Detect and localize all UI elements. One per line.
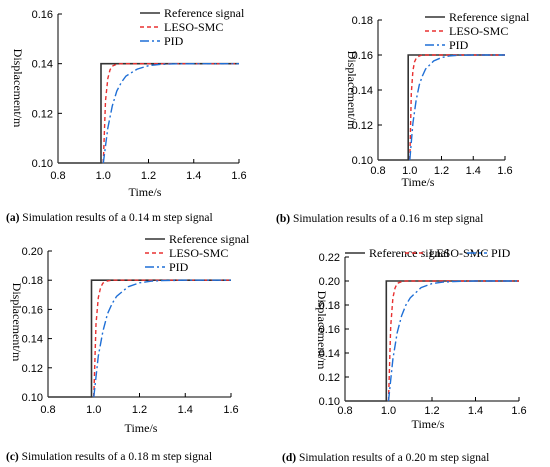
caption-letter: (c) xyxy=(6,451,19,463)
series-line-reference-signal xyxy=(378,54,505,161)
legend-label: LESO-SMC xyxy=(169,246,228,260)
caption-text: Simulation results of a 0.18 m step sign… xyxy=(19,451,212,463)
y-axis-label: Displacement/m xyxy=(11,49,25,128)
series-line-leso-smc xyxy=(93,279,231,398)
y-tick-label: 0.12 xyxy=(22,363,43,375)
x-tick-label: 1.2 xyxy=(424,405,439,417)
legend-label: Reference signal xyxy=(169,232,250,246)
x-axis-label: Time/s xyxy=(125,421,158,435)
series-line-pid xyxy=(93,279,231,398)
y-tick-label: 0.14 xyxy=(352,85,373,97)
chart-panel-a: 0.10 0.12 0.14 0.16 0.8 1.0 1.2 1.4 1.6 Time/s Dis… xyxy=(6,6,247,224)
x-axis-label: Time/s xyxy=(412,417,445,431)
series-line-reference-signal xyxy=(58,62,239,164)
x-tick-label: 1.2 xyxy=(434,165,449,177)
panel-caption: (b) Simulation results of a 0.16 m step … xyxy=(276,213,483,225)
legend-label: PID xyxy=(491,246,511,260)
y-tick-label: 0.10 xyxy=(22,392,43,404)
x-tick-label: 1.4 xyxy=(466,165,481,177)
legend-label: Reference signal xyxy=(164,6,245,20)
series-line-pid xyxy=(102,63,239,164)
x-tick-label: 1.6 xyxy=(511,405,526,417)
y-tick-label: 0.16 xyxy=(22,304,43,316)
legend-label: Reference signal xyxy=(369,246,450,260)
y-tick-label: 0.18 xyxy=(319,300,340,312)
x-tick-label: 1.6 xyxy=(231,170,246,182)
chart-panel-c: 0.10 0.12 0.14 0.16 0.18 0.20 0.8 1.0 1.2 1.4 1.6 T… xyxy=(6,232,250,463)
series-line-reference-signal xyxy=(48,279,231,398)
caption-letter: (b) xyxy=(276,213,290,225)
legend-label: PID xyxy=(449,38,469,52)
x-tick-label: 1.0 xyxy=(96,170,111,182)
legend-label: PID xyxy=(169,260,189,274)
y-tick-label: 0.16 xyxy=(319,324,340,336)
x-axis-label: Time/s xyxy=(129,185,162,199)
y-tick-label: 0.10 xyxy=(319,396,340,408)
x-tick-label: 0.8 xyxy=(50,170,65,182)
panel-caption: (a) Simulation results of a 0.14 m step … xyxy=(6,212,213,224)
caption-letter: (a) xyxy=(6,212,20,224)
y-tick-label: 0.14 xyxy=(32,59,53,71)
x-tick-label: 1.0 xyxy=(86,404,101,416)
y-tick-label: 0.20 xyxy=(22,246,43,258)
y-tick-label: 0.16 xyxy=(32,9,53,21)
legend-label: LESO-SMC xyxy=(164,20,223,34)
y-tick-label: 0.18 xyxy=(22,275,43,287)
x-tick-label: 1.2 xyxy=(141,170,156,182)
x-tick-label: 1.4 xyxy=(468,405,483,417)
x-tick-label: 1.0 xyxy=(381,405,396,417)
chart-panel-d: 0.10 0.12 0.14 0.16 0.18 0.20 0.22 0.8 1.0 1.2 1.4… xyxy=(282,246,527,464)
x-tick-label: 0.8 xyxy=(370,165,385,177)
y-tick-label: 0.10 xyxy=(32,158,53,170)
x-tick-label: 0.8 xyxy=(40,404,55,416)
x-tick-label: 1.0 xyxy=(402,165,417,177)
panel-caption: (d) Simulation results of a 0.20 m step … xyxy=(282,452,489,464)
x-tick-label: 0.8 xyxy=(337,405,352,417)
y-tick-label: 0.12 xyxy=(352,120,373,132)
y-tick-label: 0.20 xyxy=(319,276,340,288)
y-tick-label: 0.22 xyxy=(319,252,340,264)
y-tick-label: 0.16 xyxy=(352,50,373,62)
legend-label: Reference signal xyxy=(449,10,530,24)
y-tick-label: 0.12 xyxy=(32,108,53,120)
y-axis-label: Displacement/m xyxy=(345,51,359,130)
series-line-pid xyxy=(409,54,505,161)
legend-label: LESO-SMC xyxy=(449,24,508,38)
y-axis-label: Displacement/m xyxy=(10,283,24,362)
x-axis-label: Time/s xyxy=(402,175,435,189)
x-tick-label: 1.4 xyxy=(178,404,193,416)
y-tick-label: 0.10 xyxy=(352,155,373,167)
x-tick-label: 1.6 xyxy=(223,404,238,416)
caption-letter: (d) xyxy=(282,452,296,464)
caption-text: Simulation results of a 0.16 m step sign… xyxy=(290,213,483,225)
caption-text: Simulation results of a 0.14 m step sign… xyxy=(19,212,212,224)
y-tick-label: 0.18 xyxy=(352,15,373,27)
chart-panel-b: 0.10 0.12 0.14 0.16 0.18 0.8 1.0 1.2 1.4 1.6 Time/… xyxy=(276,10,530,225)
legend-label: LESO-SMC xyxy=(429,246,488,260)
y-axis-label: Displacement/m xyxy=(315,291,329,370)
series-line-pid xyxy=(387,280,519,402)
x-tick-label: 1.6 xyxy=(497,165,512,177)
y-tick-label: 0.12 xyxy=(319,372,340,384)
caption-text: Simulation results of a 0.20 m step sign… xyxy=(296,452,489,464)
series-line-leso-smc xyxy=(387,280,519,402)
y-tick-label: 0.14 xyxy=(319,348,340,360)
y-tick-label: 0.14 xyxy=(22,334,43,346)
legend-label: PID xyxy=(164,34,184,48)
series-line-reference-signal xyxy=(345,280,519,402)
x-tick-label: 1.4 xyxy=(186,170,201,182)
x-tick-label: 1.2 xyxy=(132,404,147,416)
panel-caption: (c) Simulation results of a 0.18 m step … xyxy=(6,451,212,463)
